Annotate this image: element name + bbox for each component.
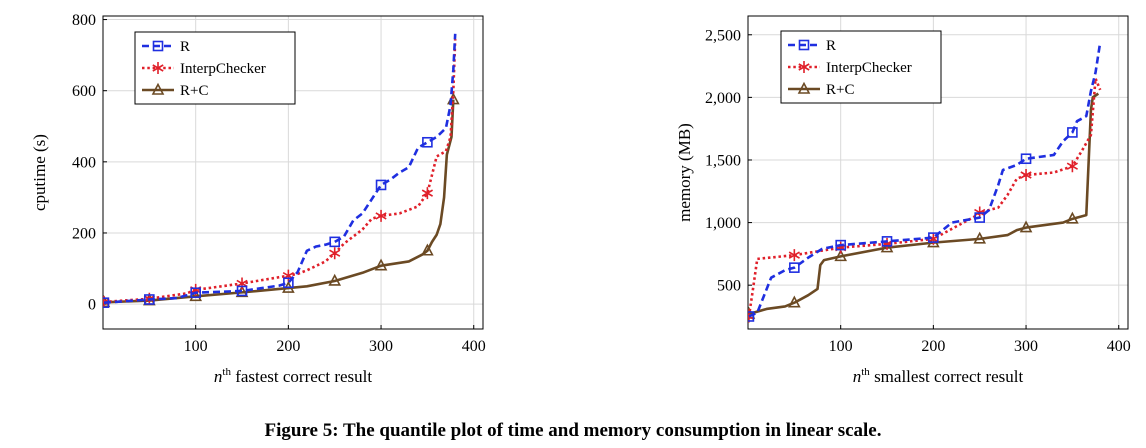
legend-item-r: R: [788, 38, 836, 54]
legend: R InterpChecker R+C: [134, 31, 296, 105]
cputime-chart: 100 200 300 400 0 200 400 600 800 nth fastest cor…: [30, 12, 486, 386]
x-axis-label: nth smallest correct result: [853, 366, 1024, 386]
y-tick-label: 600: [72, 83, 96, 100]
y-axis-label: memory (MB): [675, 123, 694, 222]
marker-star-6: [375, 209, 387, 222]
marker-square-1: [144, 294, 155, 305]
legend-label: R+C: [826, 82, 854, 98]
marker-square-7: [422, 136, 433, 148]
marker-triangle-7: [421, 243, 434, 256]
y-tick-label: 1,000: [705, 215, 741, 232]
y-tick-label: 500: [717, 278, 741, 295]
marker-triangle-5: [328, 273, 342, 286]
legend-label: R: [826, 38, 836, 54]
marker-star-5: [329, 247, 341, 260]
marker-triangle-5: [973, 231, 987, 244]
series-layer: [748, 42, 1102, 323]
series-line: [103, 33, 457, 304]
marker-star-legend: [798, 61, 810, 73]
marker-square-5: [974, 212, 986, 223]
figure-caption: Figure 5: The quantile plot of time and …: [264, 420, 882, 441]
marker-triangle-7: [1066, 211, 1079, 224]
y-tick-label: 400: [72, 154, 96, 171]
legend-label: R: [180, 39, 190, 55]
marker-square-0: [103, 297, 110, 308]
x-tick-label: 400: [462, 338, 486, 355]
y-tick-label: 2,500: [705, 27, 741, 44]
x-tick-label: 400: [1107, 338, 1131, 355]
plot-frame: [102, 15, 484, 330]
series-r: [103, 33, 457, 308]
legend-label: R+C: [180, 83, 208, 99]
marker-triangle-3: [880, 240, 894, 253]
y-axis-label: cputime (s): [30, 134, 49, 211]
x-tick-label: 300: [369, 338, 393, 355]
memory-chart: 100 200 300 400 500 1,000 1,500 2,000 2,500 nth s…: [675, 15, 1131, 386]
marker-square-6: [375, 179, 387, 191]
y-tick-label: 0: [88, 297, 96, 314]
series-line: [748, 77, 1102, 317]
marker-square-4: [928, 232, 939, 243]
marker-triangle-legend: [797, 81, 811, 94]
marker-square-3: [881, 236, 893, 247]
marker-triangle-6: [374, 258, 388, 271]
series-r-c: [748, 92, 1100, 319]
marker-star-5: [974, 206, 986, 219]
plot-frame: [747, 15, 1129, 330]
series-r: [748, 42, 1102, 322]
x-tick-label: 100: [184, 338, 208, 355]
x-tick-label: 200: [276, 338, 300, 355]
legend-item-interpchecker: InterpChecker: [142, 61, 266, 77]
marker-triangle-legend: [151, 82, 165, 95]
legend-label: InterpChecker: [180, 61, 266, 77]
y-tick-label: 1,500: [705, 152, 741, 169]
series-layer: [103, 33, 460, 308]
marker-triangle-2: [834, 249, 848, 262]
marker-square-6: [1020, 153, 1032, 165]
marker-triangle-2: [189, 289, 203, 302]
series-line: [748, 42, 1102, 318]
marker-star-legend: [152, 62, 164, 74]
y-tick-label: 800: [72, 12, 96, 29]
marker-square-1: [789, 262, 800, 273]
marker-square-4: [283, 277, 294, 289]
series-line: [103, 99, 455, 304]
marker-square-2: [835, 239, 846, 251]
legend-label: InterpChecker: [826, 60, 912, 76]
series-r-c: [103, 92, 460, 308]
legend: R InterpChecker R+C: [780, 30, 942, 104]
series-interpchecker: [748, 77, 1102, 323]
marker-square-3: [236, 285, 248, 297]
marker-star-7: [421, 187, 433, 200]
marker-star-7: [1066, 160, 1078, 173]
marker-triangle-1: [788, 295, 801, 308]
y-tick-label: 200: [72, 225, 96, 242]
x-tick-label: 100: [829, 338, 853, 355]
marker-square-5: [329, 236, 341, 248]
legend-item-r: R: [142, 39, 190, 55]
marker-square-7: [1067, 127, 1078, 138]
x-axis-label: nth fastest correct result: [214, 366, 372, 386]
marker-square-legend: [152, 40, 164, 52]
legend-item-r-c: R+C: [142, 82, 208, 99]
x-tick-label: 300: [1014, 338, 1038, 355]
marker-triangle-6: [1019, 220, 1033, 233]
legend-item-r-c: R+C: [788, 81, 854, 98]
marker-square-0: [748, 311, 755, 322]
x-tick-label: 200: [921, 338, 945, 355]
marker-star-1: [788, 249, 800, 262]
marker-star-6: [1020, 169, 1032, 181]
marker-square-legend: [798, 39, 810, 51]
marker-square-2: [190, 287, 201, 299]
y-tick-label: 2,000: [705, 90, 741, 107]
series-line: [748, 92, 1100, 316]
legend-item-interpchecker: InterpChecker: [788, 60, 912, 76]
